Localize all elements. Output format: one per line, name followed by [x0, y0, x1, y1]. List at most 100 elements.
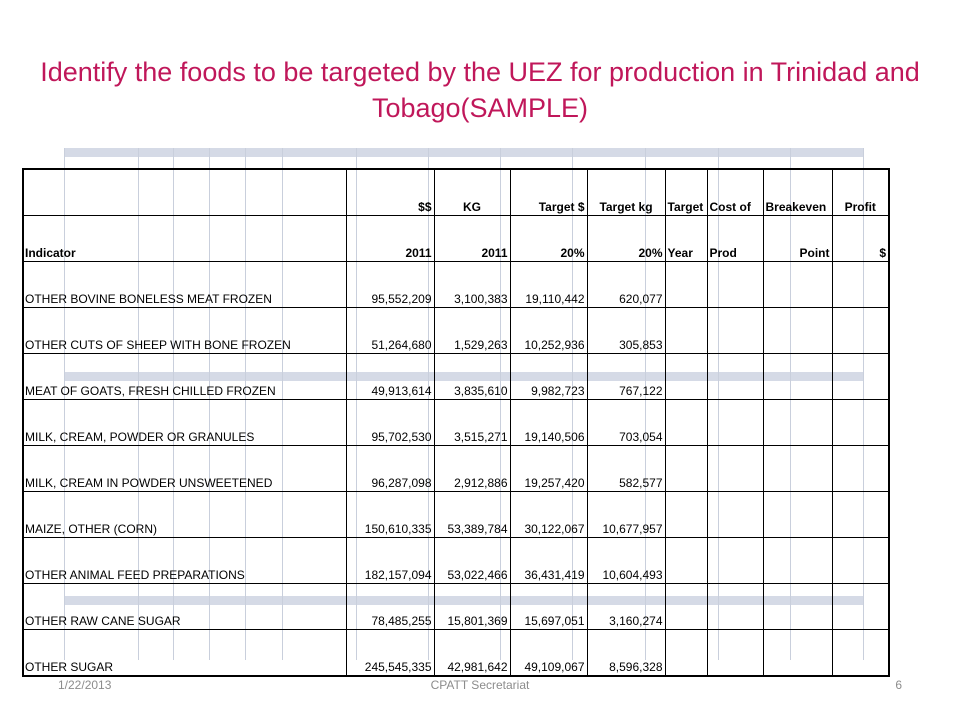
target-year-cell — [665, 261, 708, 308]
breakeven-point-cell — [763, 583, 833, 630]
breakeven-point-cell — [763, 261, 833, 308]
profit-cell — [832, 629, 890, 677]
usd-2011-cell: 150,610,335 — [346, 491, 435, 538]
target-usd-cell: 10,252,936 — [510, 307, 588, 354]
kg-2011-cell: 3,100,383 — [434, 261, 511, 308]
indicator-cell: OTHER RAW CANE SUGAR — [23, 583, 347, 630]
header-cell: 2011 — [346, 215, 435, 262]
table-row: MILK, CREAM IN POWDER UNSWEETENED 96,287,… — [23, 445, 890, 492]
header-cell: Profit — [832, 168, 890, 216]
footer-page-number: 6 — [895, 678, 902, 692]
target-usd-cell: 19,140,506 — [510, 399, 588, 446]
indicator-cell: OTHER ANIMAL FEED PREPARATIONS — [23, 537, 347, 584]
header-cell: 20% — [510, 215, 588, 262]
kg-2011-cell: 2,912,886 — [434, 445, 511, 492]
cost-of-prod-cell — [707, 399, 764, 446]
cost-of-prod-cell — [707, 445, 764, 492]
usd-2011-cell: 182,157,094 — [346, 537, 435, 584]
indicator-cell: MAIZE, OTHER (CORN) — [23, 491, 347, 538]
header-cell: Year — [665, 215, 708, 262]
slide-title: Identify the foods to be targeted by the… — [40, 57, 920, 123]
usd-2011-cell: 95,552,209 — [346, 261, 435, 308]
target-usd-cell: 49,109,067 — [510, 629, 588, 677]
breakeven-point-cell — [763, 537, 833, 584]
header-cell: 20% — [587, 215, 666, 262]
target-kg-cell: 582,577 — [587, 445, 666, 492]
target-year-cell — [665, 307, 708, 354]
header-cell: Indicator — [23, 215, 347, 262]
breakeven-point-cell — [763, 307, 833, 354]
header-cell: Breakeven — [763, 168, 833, 216]
table-row: OTHER RAW CANE SUGAR 78,485,255 15,801,369… — [23, 583, 890, 630]
usd-2011-cell: 51,264,680 — [346, 307, 435, 354]
kg-2011-cell: 3,515,271 — [434, 399, 511, 446]
header-row: $$ KG Target $ Target kg Target Cost of … — [23, 168, 890, 216]
target-year-cell — [665, 353, 708, 400]
target-usd-cell: 15,697,051 — [510, 583, 588, 630]
header-cell: Target $ — [510, 168, 588, 216]
indicator-cell: OTHER CUTS OF SHEEP WITH BONE FROZEN — [23, 307, 347, 354]
header-cell: $$ — [346, 168, 435, 216]
cost-of-prod-cell — [707, 537, 764, 584]
breakeven-point-cell — [763, 399, 833, 446]
breakeven-point-cell — [763, 445, 833, 492]
profit-cell — [832, 583, 890, 630]
usd-2011-cell: 96,287,098 — [346, 445, 435, 492]
header-cell: Target kg — [587, 168, 666, 216]
target-year-cell — [665, 629, 708, 677]
profit-cell — [832, 353, 890, 400]
kg-2011-cell: 42,981,642 — [434, 629, 511, 677]
kg-2011-cell: 3,835,610 — [434, 353, 511, 400]
target-usd-cell: 9,982,723 — [510, 353, 588, 400]
cost-of-prod-cell — [707, 307, 764, 354]
target-kg-cell: 620,077 — [587, 261, 666, 308]
profit-cell — [832, 491, 890, 538]
header-cell: KG — [434, 168, 511, 216]
target-year-cell — [665, 399, 708, 446]
target-kg-cell: 10,604,493 — [587, 537, 666, 584]
cost-of-prod-cell — [707, 353, 764, 400]
target-year-cell — [665, 445, 708, 492]
footer-center-text: CPATT Secretariat — [430, 678, 530, 692]
indicator-cell: OTHER SUGAR — [23, 629, 347, 677]
target-kg-cell: 305,853 — [587, 307, 666, 354]
header-cell: 2011 — [434, 215, 511, 262]
footer-date: 1/22/2013 — [58, 678, 112, 692]
food-targets-table: $$ KG Target $ Target kg Target Cost of … — [22, 168, 890, 677]
grid-band — [64, 148, 864, 157]
profit-cell — [832, 399, 890, 446]
usd-2011-cell: 95,702,530 — [346, 399, 435, 446]
cost-of-prod-cell — [707, 491, 764, 538]
indicator-cell: MILK, CREAM IN POWDER UNSWEETENED — [23, 445, 347, 492]
kg-2011-cell: 15,801,369 — [434, 583, 511, 630]
header-cell — [23, 168, 347, 216]
kg-2011-cell: 53,389,784 — [434, 491, 511, 538]
table-row: OTHER CUTS OF SHEEP WITH BONE FROZEN 51,2… — [23, 307, 890, 354]
breakeven-point-cell — [763, 353, 833, 400]
profit-cell — [832, 537, 890, 584]
breakeven-point-cell — [763, 491, 833, 538]
header-cell: $ — [832, 215, 890, 262]
profit-cell — [832, 445, 890, 492]
usd-2011-cell: 78,485,255 — [346, 583, 435, 630]
indicator-cell: MEAT OF GOATS, FRESH CHILLED FROZEN — [23, 353, 347, 400]
target-kg-cell: 8,596,328 — [587, 629, 666, 677]
indicator-cell: MILK, CREAM, POWDER OR GRANULES — [23, 399, 347, 446]
target-kg-cell: 767,122 — [587, 353, 666, 400]
table-row: OTHER ANIMAL FEED PREPARATIONS 182,157,09… — [23, 537, 890, 584]
cost-of-prod-cell — [707, 261, 764, 308]
cost-of-prod-cell — [707, 629, 764, 677]
profit-cell — [832, 307, 890, 354]
target-kg-cell: 3,160,274 — [587, 583, 666, 630]
table-row: OTHER SUGAR 245,545,335 42,981,642 49,109,0… — [23, 629, 890, 677]
target-kg-cell: 703,054 — [587, 399, 666, 446]
table-row: OTHER BOVINE BONELESS MEAT FROZEN 95,552,… — [23, 261, 890, 308]
profit-cell — [832, 261, 890, 308]
breakeven-point-cell — [763, 629, 833, 677]
target-usd-cell: 30,122,067 — [510, 491, 588, 538]
target-year-cell — [665, 491, 708, 538]
table-row: MILK, CREAM, POWDER OR GRANULES 95,702,53… — [23, 399, 890, 446]
target-usd-cell: 19,257,420 — [510, 445, 588, 492]
header-cell: Target — [665, 168, 708, 216]
header-row: Indicator 2011 2011 20% 20% Year Prod Po… — [23, 215, 890, 262]
